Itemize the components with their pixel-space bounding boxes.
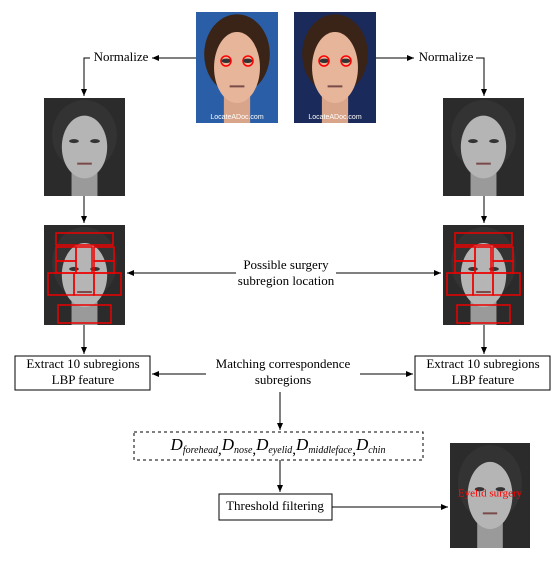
- eye: [340, 58, 351, 64]
- extract-box: [14, 355, 151, 391]
- extract-label: LBP feature: [52, 372, 115, 387]
- face-image: LocateADoc.com: [196, 12, 278, 123]
- formula-subscript: eyelid: [268, 445, 293, 456]
- extract-label: Extract 10 subregions: [26, 356, 139, 371]
- eye: [489, 139, 499, 144]
- eye: [468, 139, 478, 144]
- formula-symbol: D: [295, 435, 309, 454]
- eye: [221, 58, 232, 64]
- watermark: LocateADoc.com: [210, 114, 263, 121]
- eye: [90, 139, 100, 144]
- matching-label: Matching correspondence: [216, 356, 351, 371]
- threshold-label: Threshold filtering: [226, 498, 324, 513]
- extract-box: [414, 355, 551, 391]
- formula-symbol: D: [221, 435, 235, 454]
- threshold-box: [218, 493, 333, 521]
- eye: [468, 267, 478, 271]
- formula-subscript: chin: [368, 445, 385, 456]
- matching-label: subregions: [255, 372, 311, 387]
- face-image: [44, 225, 125, 325]
- skin: [467, 461, 513, 530]
- subregion-box: [456, 304, 511, 324]
- formula-separator: ,: [352, 442, 356, 458]
- skin: [61, 115, 108, 179]
- extract-label: Extract 10 subregions: [426, 356, 539, 371]
- location-label: Possible surgery: [243, 257, 329, 272]
- eye: [319, 58, 330, 64]
- face-image: Eyelid surgery: [450, 443, 530, 548]
- result-label: Eyelid surgery: [458, 488, 523, 500]
- eye: [69, 267, 79, 271]
- subregion-box: [454, 232, 513, 246]
- formula-symbol: D: [355, 435, 369, 454]
- eye-mark: [220, 55, 232, 67]
- eye-mark: [242, 55, 254, 67]
- subregion-box: [492, 272, 521, 296]
- formula-subscript: forehead: [183, 445, 219, 456]
- formula-symbol: D: [170, 435, 184, 454]
- formula-separator: ,: [218, 442, 222, 458]
- subregion-box: [57, 304, 112, 324]
- skin: [460, 115, 507, 179]
- formula: Dforehead,Dnose,Deyelid,Dmiddleface,Dchi…: [170, 435, 386, 459]
- extract-label: LBP feature: [452, 372, 515, 387]
- watermark: LocateADoc.com: [308, 114, 361, 121]
- formula-symbol: D: [255, 435, 269, 454]
- face-image: [443, 98, 524, 196]
- formula-subscript: nose: [234, 445, 253, 456]
- formula-separator: ,: [252, 442, 256, 458]
- location-label: subregion location: [238, 273, 335, 288]
- skin: [61, 243, 108, 307]
- skin: [460, 243, 507, 307]
- formula-separator: ,: [292, 442, 296, 458]
- eye-mark: [340, 55, 352, 67]
- normalize-label: Normalize: [94, 49, 149, 64]
- skin: [214, 31, 260, 104]
- formula-box: [133, 431, 424, 461]
- face-image: [443, 225, 524, 325]
- skin: [312, 31, 358, 104]
- eye: [495, 487, 506, 492]
- eye: [69, 139, 79, 144]
- face-image: [44, 98, 125, 196]
- subregion-box: [55, 232, 114, 246]
- eye: [242, 58, 253, 64]
- connectors: [81, 55, 487, 510]
- face-image: LocateADoc.com: [294, 12, 376, 123]
- eye-mark: [318, 55, 330, 67]
- normalize-label: Normalize: [419, 49, 474, 64]
- eye: [474, 487, 485, 492]
- formula-subscript: middleface: [308, 445, 352, 456]
- subregion-box: [93, 272, 122, 296]
